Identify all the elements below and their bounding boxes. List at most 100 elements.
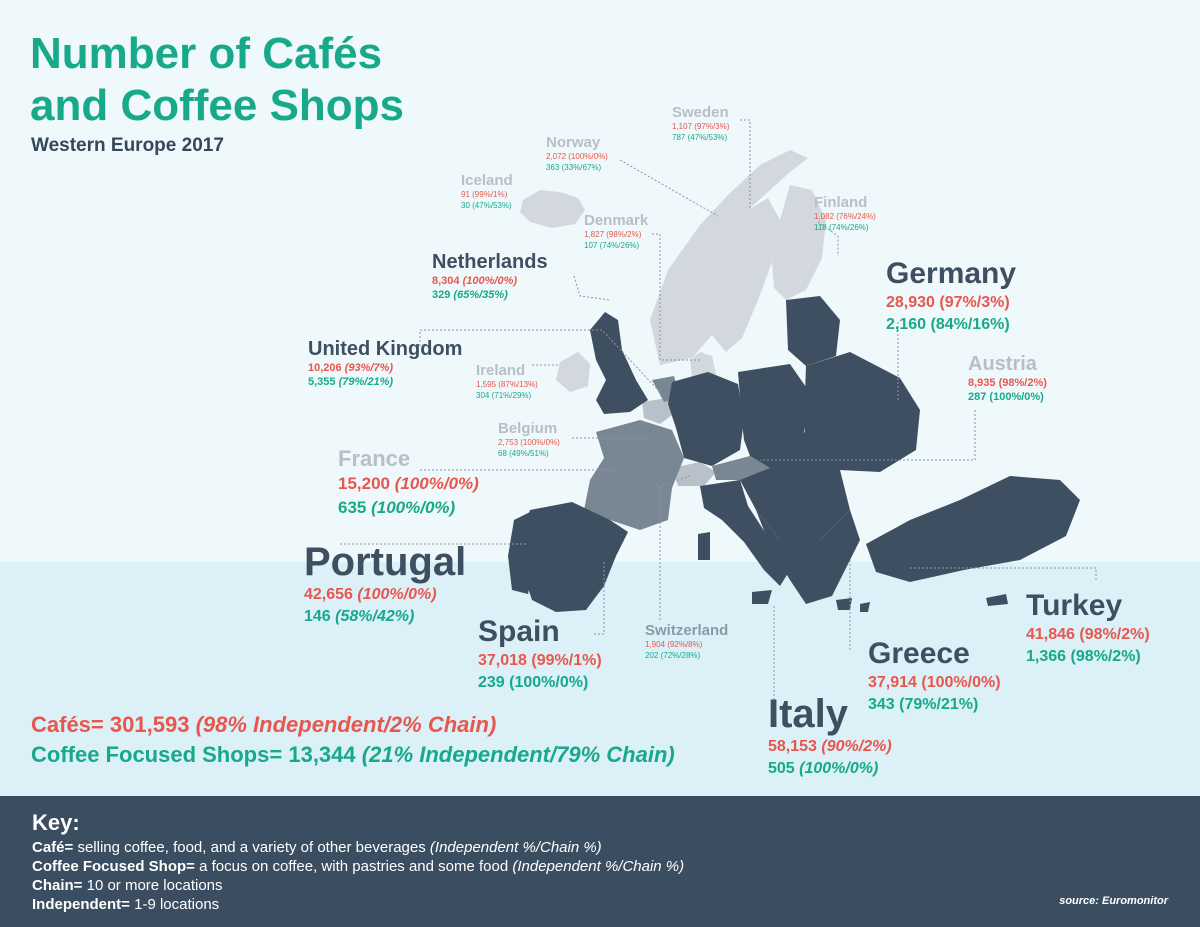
source-note: source: Euromonitor [1059,895,1168,907]
label-sweden: Sweden 1,107 (97%/3%) 787 (47%/53%) [672,104,729,143]
sardinia-shape [698,532,710,560]
germany-shape [668,372,744,466]
cafes-total: Cafés= 301,593 (98% Independent/2% Chain… [31,712,497,737]
sweden-shape [712,198,780,352]
shops-value: 2,160 (84%/16%) [886,316,1010,333]
shops-value: 287 (100%/0%) [968,391,1044,403]
country-name: Germany [886,257,1017,290]
country-name: Italy [768,692,849,736]
central-east-shape [740,422,850,540]
page-title: Number of Cafés and Coffee Shops [30,28,404,132]
cafes-value: 41,846 (98%/2%) [1026,626,1150,643]
country-name: Portugal [304,540,467,584]
country-name: Ireland [476,362,526,379]
key-lines: Café= selling coffee, food, and a variet… [32,838,684,914]
shops-value: 107 (74%/26%) [584,241,640,250]
label-greece: Greece 37,914 (100%/0%) 343 (79%/21%) [868,636,1001,716]
country-name: Greece [868,637,970,670]
uk-shape [590,312,648,414]
shops-value: 363 (33%/67%) [546,163,602,172]
shops-value: 329 (65%/35%) [432,289,508,301]
shops-value: 239 (100%/0%) [478,674,589,691]
cafes-value: 42,656 (100%/0%) [304,586,437,603]
shops-value: 68 (49%/51%) [498,449,549,458]
title-line-1: Number of Cafés [30,29,383,78]
country-name: Spain [478,615,560,648]
key-line-chain: Chain= 10 or more locations [32,877,223,894]
label-ireland: Ireland 1,595 (87%/13%) 304 (71%/29%) [476,362,538,401]
label-iceland: Iceland 91 (99%/1%) 30 (47%/53%) [461,172,513,211]
shops-total: Coffee Focused Shops= 13,344 (21% Indepe… [31,742,675,767]
country-name: Finland [814,194,868,211]
country-name: Turkey [1026,589,1123,622]
key-title: Key: [32,810,80,835]
cafes-value: 1,904 (92%/8%) [645,640,703,649]
shops-value: 202 (72%/28%) [645,651,701,660]
label-finland: Finland 1,082 (76%/24%) 118 (74%/26%) [814,194,876,233]
norway-shape [650,150,808,365]
cafes-value: 8,935 (98%/2%) [968,377,1047,389]
cafes-value: 2,753 (100%/0%) [498,438,560,447]
label-belgium: Belgium 2,753 (100%/0%) 68 (49%/51%) [498,420,560,459]
cyprus-shape [986,594,1008,606]
shops-value: 118 (74%/26%) [814,223,869,232]
cafes-value: 58,153 (90%/2%) [768,738,892,755]
greek-islands-shape [836,598,870,612]
label-norway: Norway 2,072 (100%/0%) 363 (33%/67%) [546,134,608,173]
shops-value: 30 (47%/53%) [461,201,512,210]
country-name: Norway [546,134,601,151]
label-italy: Italy 58,153 (90%/2%) 505 (100%/0%) [768,692,892,780]
totals: Cafés= 301,593 (98% Independent/2% Chain… [31,710,675,770]
leader-lines [340,119,1097,700]
cafes-value: 10,206 (93%/7%) [308,362,394,374]
poland-shape [738,364,808,438]
cafes-value: 1,082 (76%/24%) [814,212,876,221]
cafes-value: 1,595 (87%/13%) [476,380,538,389]
label-denmark: Denmark 1,827 (98%/2%) 107 (74%/26%) [584,212,648,251]
label-switzerland: Switzerland 1,904 (92%/8%) 202 (72%/28%) [645,622,728,661]
country-name: France [338,446,411,471]
label-france: France 15,200 (100%/0%) 635 (100%/0%) [338,446,479,520]
subtitle: Western Europe 2017 [31,135,224,156]
cafes-value: 1,827 (98%/2%) [584,230,642,239]
key-line-cafe: Café= selling coffee, food, and a variet… [32,839,602,856]
belgium-shape [642,398,676,424]
finland-shape [772,185,826,300]
sicily-shape [752,590,772,604]
shops-value: 787 (47%/53%) [672,133,728,142]
shops-value: 505 (100%/0%) [768,760,879,777]
cafes-value: 8,304 (100%/0%) [432,275,518,287]
label-netherlands: Netherlands 8,304 (100%/0%) 329 (65%/35%… [432,250,548,302]
cafes-value: 91 (99%/1%) [461,190,508,199]
cafes-value: 37,018 (99%/1%) [478,652,602,669]
label-united-kingdom: United Kingdom 10,206 (93%/7%) 5,355 (79… [308,337,462,389]
label-austria: Austria 8,935 (98%/2%) 287 (100%/0%) [968,352,1047,404]
shops-value: 1,366 (98%/2%) [1026,648,1141,665]
italy-shape [700,480,790,586]
country-name: Switzerland [645,622,729,639]
shops-value: 304 (71%/29%) [476,391,532,400]
key-line-coffee-shop: Coffee Focused Shop= a focus on coffee, … [32,858,685,875]
country-name: Denmark [584,212,649,229]
france-shape [584,420,684,530]
shops-value: 146 (58%/42%) [304,608,415,625]
key-panel: Key: Café= selling coffee, food, and a v… [0,796,1200,927]
cafes-value: 37,914 (100%/0%) [868,674,1001,691]
cafes-value: 15,200 (100%/0%) [338,474,479,493]
portugal-shape [508,512,534,594]
country-name: Iceland [461,172,513,189]
iceland-shape [520,190,585,228]
cafes-value: 2,072 (100%/0%) [546,152,608,161]
spain-shape [520,502,628,612]
country-name: Netherlands [432,251,548,273]
label-portugal: Portugal 42,656 (100%/0%) 146 (58%/42%) [304,540,466,628]
title-line-2: and Coffee Shops [30,81,405,130]
cafes-value: 1,107 (97%/3%) [672,122,730,131]
label-turkey: Turkey 41,846 (98%/2%) 1,366 (98%/2%) [1026,588,1150,668]
shops-value: 343 (79%/21%) [868,696,979,713]
baltics-shape [786,296,840,366]
cafes-value: 28,930 (97%/3%) [886,294,1010,311]
europe-map [340,119,1097,700]
key-line-independent: Independent= 1-9 locations [32,896,220,913]
